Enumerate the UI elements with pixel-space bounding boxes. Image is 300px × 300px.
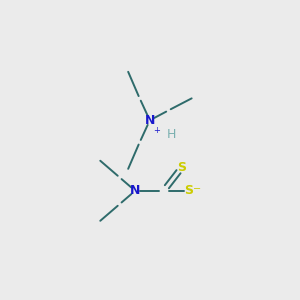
Text: −: − (194, 184, 202, 194)
Text: H: H (167, 128, 177, 141)
Text: S: S (177, 161, 186, 174)
Text: +: + (153, 126, 160, 135)
Text: N: N (145, 114, 155, 127)
Text: S: S (184, 184, 193, 197)
Text: N: N (130, 184, 140, 197)
